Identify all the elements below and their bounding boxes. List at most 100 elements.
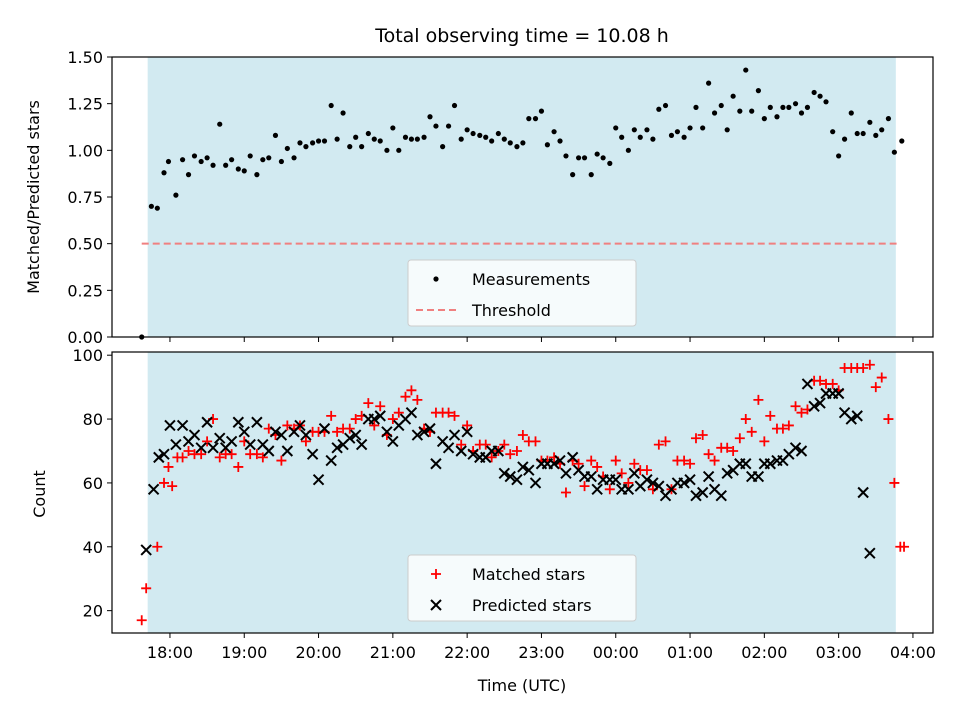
matched-star-point — [870, 382, 881, 393]
measurement-point — [278, 158, 285, 165]
predicted-star-point — [344, 432, 356, 444]
measurement-point — [310, 140, 316, 146]
top-y-tick-label: 0.25 — [67, 281, 103, 300]
predicted-star-point — [628, 467, 641, 480]
measurement-point — [767, 104, 773, 110]
predicted-star-point — [306, 448, 319, 460]
predicted-star-point — [374, 410, 386, 422]
matched-star-point — [734, 433, 745, 444]
measurement-point — [427, 114, 433, 120]
bottom-legend — [407, 554, 637, 622]
measurement-point — [334, 136, 340, 142]
measurement-point — [804, 104, 811, 110]
predicted-star-point — [153, 451, 165, 464]
predicted-star-point — [424, 422, 436, 435]
matched-star-point — [202, 436, 213, 447]
matched-star-point — [387, 414, 398, 425]
matched-star-point — [257, 452, 268, 463]
measurement-point — [347, 144, 353, 150]
measurement-point — [321, 138, 328, 144]
predicted-star-point — [554, 454, 566, 467]
predicted-star-point — [244, 438, 256, 451]
predicted-star-point — [517, 461, 529, 473]
measurement-point — [154, 205, 160, 211]
predicted-star-point — [857, 486, 869, 499]
predicted-star-point — [504, 470, 516, 483]
matched-star-point — [363, 398, 374, 409]
x-tick-label: 19:00 — [221, 643, 267, 662]
predicted-star-point — [170, 438, 182, 451]
predicted-star-point — [696, 486, 709, 499]
measurement-point — [303, 144, 309, 150]
predicted-star-point — [455, 445, 467, 457]
matched-star-point — [827, 378, 838, 389]
predicted-star-point — [263, 445, 275, 457]
matched-star-point — [233, 461, 244, 472]
predicted-star-point — [331, 442, 343, 454]
measurement-point — [730, 93, 736, 99]
predicted-star-point — [140, 544, 152, 556]
matched-star-point — [753, 394, 764, 405]
measurement-point — [198, 158, 204, 165]
predicted-star-point — [678, 477, 690, 489]
top-y-tick-label: 0.00 — [67, 328, 103, 347]
measurement-point — [594, 151, 600, 157]
measurement-point — [817, 93, 823, 99]
measurement-point — [854, 130, 860, 137]
measurement-point — [737, 108, 743, 114]
matched-star-point — [610, 455, 621, 466]
predicted-star-point — [411, 429, 424, 441]
matched-star-point — [864, 359, 875, 370]
x-tick-label: 23:00 — [518, 643, 564, 662]
measurement-point — [217, 121, 223, 127]
predicted-star-point — [225, 435, 238, 448]
predicted-star-point — [349, 429, 362, 441]
matched-star-point — [456, 439, 467, 450]
measurement-point — [191, 153, 198, 159]
predicted-star-point — [864, 547, 876, 559]
predicted-star-point — [387, 435, 399, 448]
measurement-point — [365, 130, 371, 137]
measurement-point — [811, 89, 817, 96]
x-tick-label: 22:00 — [444, 643, 490, 662]
measurement-point — [600, 155, 606, 161]
matched-star-point — [790, 401, 801, 412]
measurement-point — [588, 172, 594, 178]
measurement-point — [445, 123, 452, 129]
measurement-point — [551, 129, 557, 135]
bottom-y-axis-label: Count — [30, 470, 49, 518]
predicted-star-point — [467, 448, 479, 460]
measurement-point — [421, 134, 427, 140]
measurement-point — [315, 138, 322, 144]
matched-star-point — [300, 436, 311, 447]
matched-star-point — [728, 445, 739, 456]
measurement-point — [619, 134, 625, 140]
measurement-point — [489, 138, 495, 144]
measurement-point — [607, 160, 613, 166]
measurement-point — [823, 99, 829, 105]
measurement-point — [526, 116, 532, 122]
predicted-star-point — [548, 458, 560, 470]
matched-star-point — [499, 439, 510, 450]
predicted-star-point — [529, 477, 542, 489]
measurement-point — [668, 132, 675, 138]
measurement-point — [836, 153, 842, 159]
predicted-star-point — [318, 422, 331, 435]
matched-star-point — [722, 442, 733, 453]
top-y-axis-label: Matched/Predicted stars — [24, 100, 43, 294]
top-legend-label: Measurements — [472, 270, 590, 289]
predicted-star-point — [442, 442, 455, 454]
top-legend-label: Threshold — [471, 301, 551, 320]
matched-star-point — [344, 423, 355, 434]
top-y-tick-label: 0.50 — [67, 235, 103, 254]
predicted-star-point — [207, 442, 219, 454]
legend-matched-marker — [431, 569, 441, 579]
predicted-star-point — [461, 426, 473, 438]
measurement-point — [631, 127, 637, 133]
predicted-star-point — [622, 483, 635, 496]
measurement-point — [581, 155, 588, 161]
measurement-point — [662, 102, 669, 109]
measurement-point — [371, 136, 377, 142]
matched-star-point — [815, 375, 826, 386]
